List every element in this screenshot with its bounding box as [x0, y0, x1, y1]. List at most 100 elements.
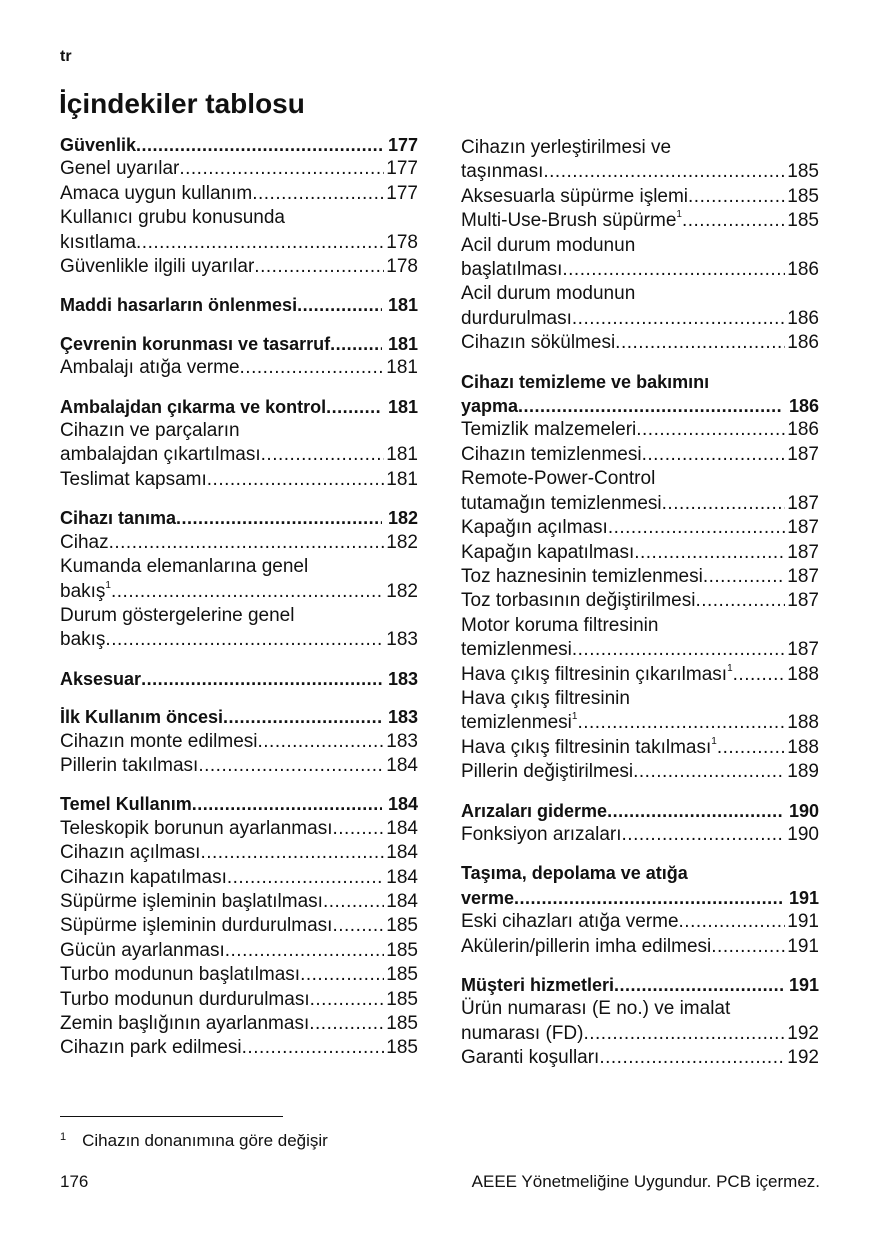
toc-entry-title: Cihaz — [60, 531, 109, 555]
toc-entry[interactable]: Ürün numarası (E no.) ve imalat numarası … — [461, 997, 819, 1046]
toc-page-number: 184 — [387, 794, 418, 815]
dot-leader — [200, 841, 384, 865]
toc-entry[interactable]: Cihazın kapatılması 184 — [60, 866, 418, 890]
toc-entry[interactable]: Cihazın sökülmesi 186 — [461, 331, 819, 355]
toc-entry-title: yapma — [461, 394, 518, 418]
toc-page-number: 183 — [387, 668, 418, 689]
dot-leader — [225, 939, 385, 963]
toc-entry[interactable]: Cihazın ve parçaların ambalajdan çıkartıl… — [60, 419, 418, 468]
toc-page-number: 186 — [787, 307, 819, 329]
toc-entry-text: Güvenlikle ilgili uyarılar — [60, 256, 255, 278]
dot-leader — [109, 531, 385, 555]
toc-entry[interactable]: Cihazın açılması 184 — [60, 841, 418, 865]
toc-entry[interactable]: Teslimat kapsamı 181 — [60, 468, 418, 492]
toc-entry[interactable]: Arızaları giderme 190 — [461, 799, 819, 823]
toc-entry-text: yapma — [461, 396, 519, 417]
toc-entry[interactable]: Güvenlik 177 — [60, 133, 418, 157]
toc-entry-line: Maddi hasarların önlenmesi 181 — [60, 293, 418, 317]
toc-entry[interactable]: Teleskopik borunun ayarlanması 184 — [60, 817, 418, 841]
dot-leader — [607, 799, 783, 823]
toc-entry-title: Teleskopik borunun ayarlanması — [60, 817, 333, 841]
footnote-ref: 1 — [711, 735, 717, 747]
toc-page-number: 185 — [386, 915, 418, 937]
toc-entry[interactable]: Hava çıkış filtresinintemizlenmesi1188 — [461, 687, 819, 736]
toc-entry[interactable]: Çevrenin korunması ve tasarruf 181 — [60, 332, 418, 356]
toc-entry[interactable]: Kapağın kapatılması 187 — [461, 541, 819, 565]
toc-entry[interactable]: Pillerin değiştirilmesi 189 — [461, 760, 819, 784]
toc-entry[interactable]: Aksesuar 183 — [60, 667, 418, 691]
dot-leader — [141, 667, 382, 691]
toc-page-number: 189 — [787, 761, 819, 783]
toc-entry[interactable]: Pillerin takılması 184 — [60, 754, 418, 778]
toc-entry[interactable]: Toz torbasının değiştirilmesi 187 — [461, 589, 819, 613]
toc-entry[interactable]: Cihaz 182 — [60, 531, 418, 555]
toc-entry[interactable]: Kapağın açılması 187 — [461, 516, 819, 540]
toc-entry[interactable]: Temel Kullanım 184 — [60, 792, 418, 816]
toc-entry-text: tutamağın temizlenmesi — [461, 492, 662, 514]
toc-entry[interactable]: İlk Kullanım öncesi 183 — [60, 705, 418, 729]
dot-leader — [297, 293, 382, 317]
toc-entry-title: bakış — [60, 628, 105, 652]
toc-entry-title: Genel uyarılar — [60, 157, 179, 181]
toc-section: Ambalajdan çıkarma ve kontrol 181Cihazın… — [60, 395, 418, 493]
toc-entry[interactable]: Ambalajdan çıkarma ve kontrol 181 — [60, 395, 418, 419]
toc-entry[interactable]: Remote-Power-Control tutamağın temizlenme… — [461, 467, 819, 516]
toc-entry-title-line: Hava çıkış filtresinin — [461, 687, 819, 711]
toc-entry[interactable]: Hava çıkış filtresinin takılması1 188 — [461, 736, 819, 760]
toc-entry[interactable]: Cihazın temizlenmesi 187 — [461, 443, 819, 467]
toc-entry-title: Cihazın monte edilmesi — [60, 730, 257, 754]
toc-entry-title: kısıtlama — [60, 231, 136, 255]
toc-entry-text: Cihazın temizlenmesi — [461, 443, 642, 465]
toc-entry[interactable]: Amaca uygun kullanım 177 — [60, 182, 418, 206]
toc-entry-title-line: Durum göstergelerine genel — [60, 604, 418, 628]
toc-entry-text: Süpürme işleminin başlatılması — [60, 890, 323, 912]
toc-entry-text: Süpürme işleminin durdurulması — [60, 915, 333, 937]
toc-entry[interactable]: Süpürme işleminin başlatılması 184 — [60, 890, 418, 914]
toc-entry[interactable]: Multi-Use-Brush süpürme1 185 — [461, 209, 819, 233]
toc-entry[interactable]: Motor koruma filtresinin temizlenmesi 187 — [461, 614, 819, 663]
toc-entry-title: Maddi hasarların önlenmesi — [60, 293, 297, 317]
dot-leader — [207, 468, 385, 492]
toc-entry[interactable]: Cihazı tanıma 182 — [60, 506, 418, 530]
toc-entry[interactable]: Acil durum modunun başlatılması 186 — [461, 234, 819, 283]
toc-entry-title: Turbo modunun durdurulması — [60, 988, 310, 1012]
dot-leader — [310, 988, 385, 1012]
toc-entry[interactable]: Maddi hasarların önlenmesi 181 — [60, 293, 418, 317]
toc-entry[interactable]: Genel uyarılar 177 — [60, 157, 418, 181]
toc-entry[interactable]: Garanti koşulları 192 — [461, 1046, 819, 1070]
toc-entry[interactable]: Cihazın park edilmesi 185 — [60, 1036, 418, 1060]
toc-entry[interactable]: Cihazın monte edilmesi 183 — [60, 730, 418, 754]
toc-entry[interactable]: Zemin başlığının ayarlanması 185 — [60, 1012, 418, 1036]
toc-entry[interactable]: Eski cihazları atığa verme 191 — [461, 910, 819, 934]
dot-leader — [642, 443, 786, 467]
toc-entry-line: ambalajdan çıkartılması 181 — [60, 443, 418, 467]
toc-entry[interactable]: Hava çıkış filtresinin çıkarılması1 188 — [461, 663, 819, 687]
toc-entry[interactable]: Turbo modunun durdurulması 185 — [60, 988, 418, 1012]
toc-entry[interactable]: Ambalajı atığa verme 181 — [60, 356, 418, 380]
toc-entry[interactable]: Gücün ayarlanması 185 — [60, 939, 418, 963]
toc-entry[interactable]: Toz haznesinin temizlenmesi 187 — [461, 565, 819, 589]
toc-entry[interactable]: Müşteri hizmetleri 191 — [461, 973, 819, 997]
toc-entry-title: Toz haznesinin temizlenmesi — [461, 565, 703, 589]
toc-entry-line: Teleskopik borunun ayarlanması 184 — [60, 817, 418, 841]
toc-entry[interactable]: Fonksiyon arızaları 190 — [461, 823, 819, 847]
dot-leader — [682, 209, 785, 233]
toc-entry[interactable]: Süpürme işleminin durdurulması 185 — [60, 914, 418, 938]
toc-entry[interactable]: Güvenlikle ilgili uyarılar 178 — [60, 255, 418, 279]
toc-entry[interactable]: Turbo modunun başlatılması 185 — [60, 963, 418, 987]
toc-entry-text: Genel uyarılar — [60, 158, 180, 180]
toc-entry-title: Gücün ayarlanması — [60, 939, 225, 963]
toc-page-number: 177 — [386, 158, 418, 180]
toc-entry-line: Güvenlikle ilgili uyarılar 178 — [60, 255, 418, 279]
toc-entry[interactable]: Akülerin/pillerin imha edilmesi 191 — [461, 935, 819, 959]
toc-page-number: 185 — [386, 939, 418, 961]
toc-entry[interactable]: Aksesuarla süpürme işlemi 185 — [461, 185, 819, 209]
toc-entry[interactable]: Temizlik malzemeleri 186 — [461, 418, 819, 442]
